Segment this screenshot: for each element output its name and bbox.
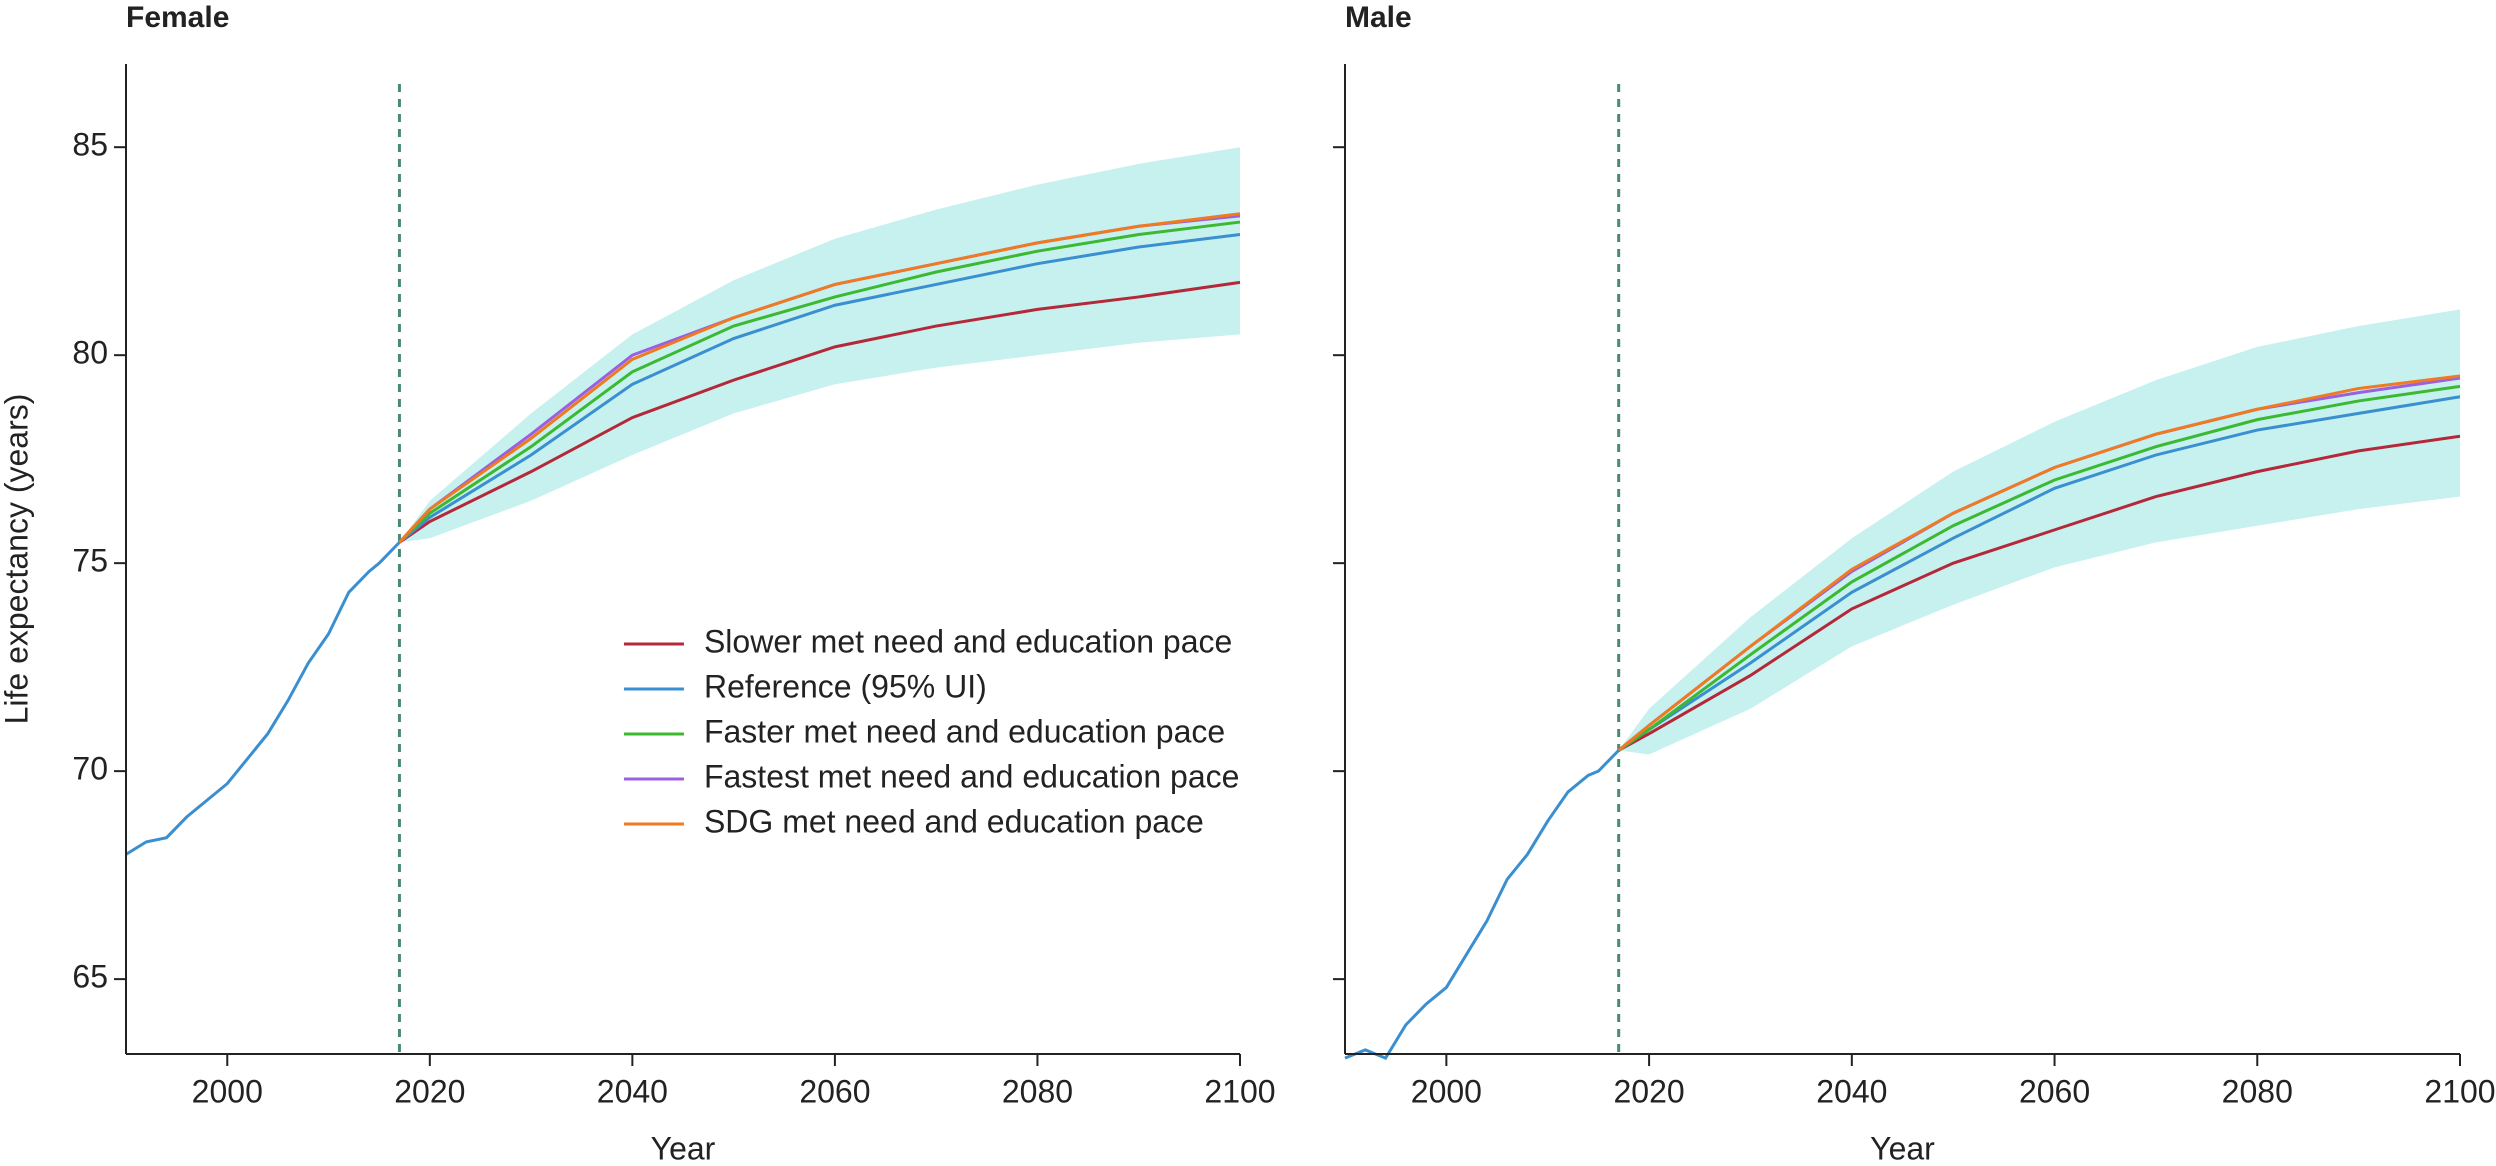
legend-label: Faster met need and education pace xyxy=(704,713,1225,749)
uncertainty-band xyxy=(1618,309,2460,755)
legend-label: Fastest met need and education pace xyxy=(704,758,1239,794)
x-tick-label: 2100 xyxy=(2424,1073,2495,1109)
y-axis-label: Life expectancy (years) xyxy=(0,394,34,725)
series-line xyxy=(1617,434,2461,752)
x-tick-label: 2100 xyxy=(1204,1073,1275,1109)
x-axis-label: Year xyxy=(1870,1130,1935,1166)
series-line xyxy=(398,212,1241,544)
legend-label: Slower met need and education pace xyxy=(704,623,1232,659)
x-axis-label: Year xyxy=(651,1130,716,1166)
y-tick-label: 65 xyxy=(72,959,108,995)
series-line xyxy=(1344,395,2461,1061)
x-tick-label: 2040 xyxy=(1816,1073,1887,1109)
y-tick-label: 85 xyxy=(72,127,108,163)
x-tick-label: 2000 xyxy=(1411,1073,1482,1109)
legend-label: SDG met need and education pace xyxy=(704,803,1204,839)
series-line xyxy=(125,233,1241,856)
legend-label: Reference (95% UI) xyxy=(704,668,987,704)
x-tick-label: 2020 xyxy=(394,1073,465,1109)
series-line xyxy=(398,280,1241,544)
uncertainty-band xyxy=(399,147,1240,543)
x-tick-label: 2060 xyxy=(799,1073,870,1109)
x-tick-label: 2040 xyxy=(597,1073,668,1109)
series-line xyxy=(398,220,1241,544)
x-tick-label: 2000 xyxy=(192,1073,263,1109)
x-tick-label: 2060 xyxy=(2019,1073,2090,1109)
y-tick-label: 80 xyxy=(72,335,108,371)
panel-title: Male xyxy=(1345,1,1412,34)
x-tick-label: 2080 xyxy=(1002,1073,1073,1109)
panel-title: Female xyxy=(126,1,229,34)
x-tick-label: 2020 xyxy=(1613,1073,1684,1109)
y-tick-label: 70 xyxy=(72,751,108,787)
y-tick-label: 75 xyxy=(72,543,108,579)
series-line xyxy=(1617,384,2461,752)
series-line xyxy=(1617,374,2461,752)
x-tick-label: 2080 xyxy=(2222,1073,2293,1109)
